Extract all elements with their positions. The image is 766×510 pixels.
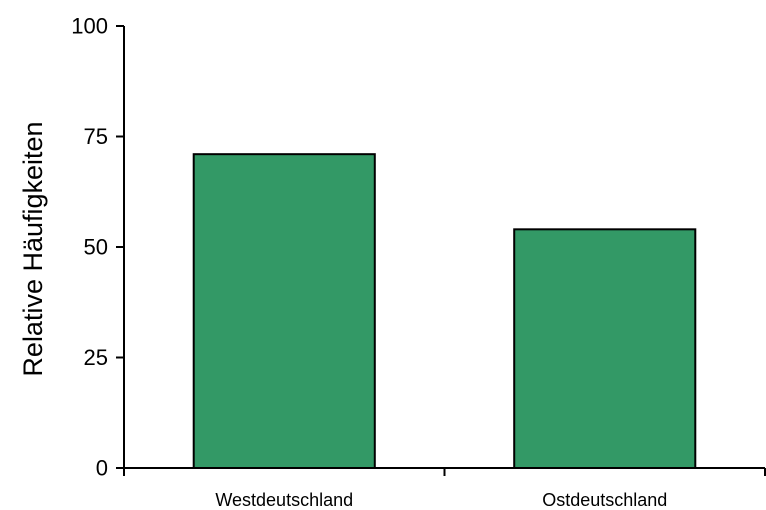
y-tick-label: 100: [71, 14, 108, 39]
y-ticks-group: 0 25 50 75 100: [71, 14, 124, 481]
y-tick-label: 50: [84, 235, 108, 260]
bars-group: [192, 153, 697, 469]
bar: [513, 228, 697, 469]
y-tick-label: 25: [84, 345, 108, 370]
y-axis-title: Relative Häufigkeiten: [18, 121, 48, 376]
y-tick-label: 0: [96, 456, 108, 481]
x-ticks-group: Westdeutschland Ostdeutschland: [123, 468, 766, 510]
x-category-label: Westdeutschland: [215, 490, 353, 510]
bar: [192, 153, 376, 469]
y-tick-label: 75: [84, 124, 108, 149]
x-category-label: Ostdeutschland: [542, 490, 667, 510]
